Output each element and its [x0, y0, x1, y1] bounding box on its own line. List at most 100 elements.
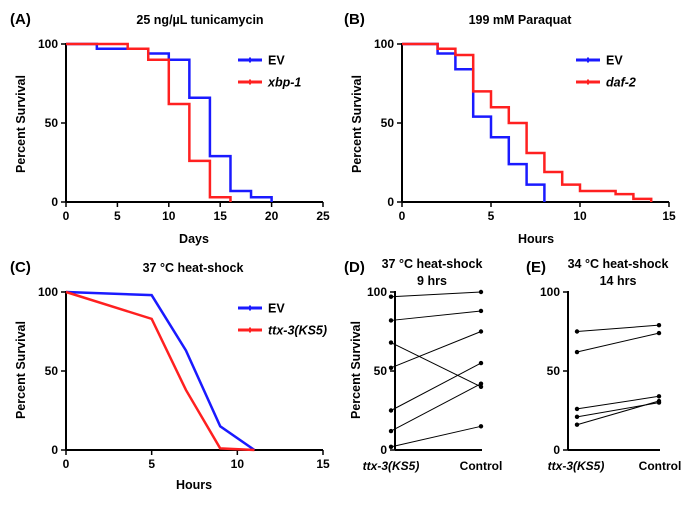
legend-label: EV — [268, 302, 285, 316]
data-point — [656, 322, 662, 328]
panel-label: (E) — [526, 259, 546, 276]
y-tick-label: 0 — [380, 443, 387, 457]
y-tick-label: 50 — [45, 364, 59, 378]
chart-subtitle: 14 hrs — [600, 274, 637, 288]
data-point — [388, 444, 394, 450]
y-tick-label: 0 — [553, 443, 560, 457]
category-label: ttx-3(KS5) — [548, 459, 605, 473]
series-line-xbp-1 — [66, 42, 232, 202]
data-point — [478, 424, 484, 429]
x-tick-label: 20 — [265, 209, 279, 223]
x-tick-label: 25 — [316, 209, 330, 223]
chart-title: 25 ng/µL tunicamycin — [136, 13, 263, 27]
data-point — [388, 408, 394, 413]
x-tick-label: 0 — [63, 457, 70, 471]
pair-line — [390, 425, 482, 448]
y-tick-label: 50 — [547, 364, 561, 378]
series-line-ttx-3(KS5) — [65, 290, 255, 452]
x-axis-title: Hours — [176, 478, 212, 492]
series-line-EV — [402, 42, 546, 202]
panel-label: (D) — [344, 259, 365, 276]
y-tick-label: 50 — [381, 116, 395, 130]
x-tick-label: 10 — [573, 209, 587, 223]
data-point — [656, 394, 662, 399]
x-tick-label: 5 — [148, 457, 155, 471]
x-tick-label: 5 — [114, 209, 121, 223]
data-point — [574, 414, 580, 420]
legend-label: xbp-1 — [267, 76, 301, 90]
panel-a: (A) 25 ng/µL tunicamycin Percent Surviva… — [10, 11, 330, 246]
legend-label: EV — [268, 54, 285, 68]
data-point — [478, 289, 484, 295]
data-point — [574, 329, 580, 334]
x-tick-label: 15 — [316, 457, 330, 471]
y-tick-label: 100 — [38, 37, 58, 51]
x-tick-label: 0 — [399, 209, 406, 223]
chart-title: 199 mM Paraquat — [469, 13, 573, 27]
data-point — [478, 329, 484, 334]
chart-title: 37 °C heat-shock — [382, 257, 483, 271]
panel-e: (E) 34 °C heat-shock 14 hrs 0 50 100 ttx-3(… — [526, 257, 681, 473]
x-tick-label: 10 — [162, 209, 176, 223]
data-point — [388, 318, 394, 323]
pair-line — [390, 331, 482, 369]
y-axis-title: Percent Survival — [350, 75, 364, 173]
panel-c: (C) 37 °C heat-shock Percent Survival Ho… — [10, 259, 330, 492]
y-tick-label: 0 — [51, 195, 58, 209]
y-tick-label: 0 — [51, 443, 58, 457]
data-point — [574, 349, 580, 355]
series-line-daf-2 — [402, 42, 653, 202]
pair-line — [390, 310, 482, 321]
data-point — [478, 384, 484, 389]
panel-b: (B) 199 mM Paraquat Percent Survival Hou… — [344, 11, 676, 246]
category-label: Control — [639, 459, 682, 473]
data-point — [478, 360, 484, 366]
x-axis-title: Hours — [518, 232, 554, 246]
category-label: Control — [460, 459, 503, 473]
x-tick-label: 5 — [488, 209, 495, 223]
panel-label: (C) — [10, 259, 31, 276]
chart-title: 34 °C heat-shock — [568, 257, 669, 271]
data-point — [478, 381, 484, 386]
panel-label: (A) — [10, 11, 31, 28]
y-axis-title: Percent Survival — [14, 321, 28, 419]
data-point — [388, 294, 394, 299]
data-point — [388, 365, 394, 371]
y-axis-title: Percent Survival — [14, 75, 28, 173]
chart-title: 37 °C heat-shock — [143, 261, 244, 275]
x-tick-label: 0 — [63, 209, 70, 223]
data-point — [656, 398, 662, 404]
pair-line — [390, 383, 482, 432]
series-line-EV — [65, 290, 256, 452]
x-tick-label: 10 — [231, 457, 245, 471]
pair-line — [576, 324, 660, 332]
legend-label: daf-2 — [606, 76, 636, 90]
data-point — [388, 428, 394, 434]
category-label: ttx-3(KS5) — [363, 459, 420, 473]
pair-line — [390, 362, 482, 411]
y-tick-label: 100 — [38, 285, 58, 299]
x-tick-label: 15 — [662, 209, 676, 223]
panel-d: (D) 37 °C heat-shock 9 hrs Percent Survi… — [344, 257, 502, 473]
pair-line — [576, 395, 660, 410]
y-tick-label: 0 — [387, 195, 394, 209]
data-point — [574, 406, 580, 412]
x-axis-title: Days — [179, 232, 209, 246]
panel-label: (B) — [344, 11, 365, 28]
pair-line — [576, 332, 660, 353]
pair-line — [390, 342, 482, 388]
pair-line — [390, 291, 482, 298]
data-point — [478, 308, 484, 314]
y-tick-label: 50 — [45, 116, 59, 130]
data-point — [656, 330, 662, 336]
data-point — [574, 422, 580, 427]
chart-subtitle: 9 hrs — [417, 274, 447, 288]
y-tick-label: 100 — [367, 285, 387, 299]
y-tick-label: 100 — [540, 285, 560, 299]
pair-line — [576, 400, 660, 426]
y-tick-label: 50 — [374, 364, 388, 378]
legend-label: ttx-3(KS5) — [268, 324, 327, 338]
legend-label: EV — [606, 54, 623, 68]
x-tick-label: 15 — [214, 209, 228, 223]
